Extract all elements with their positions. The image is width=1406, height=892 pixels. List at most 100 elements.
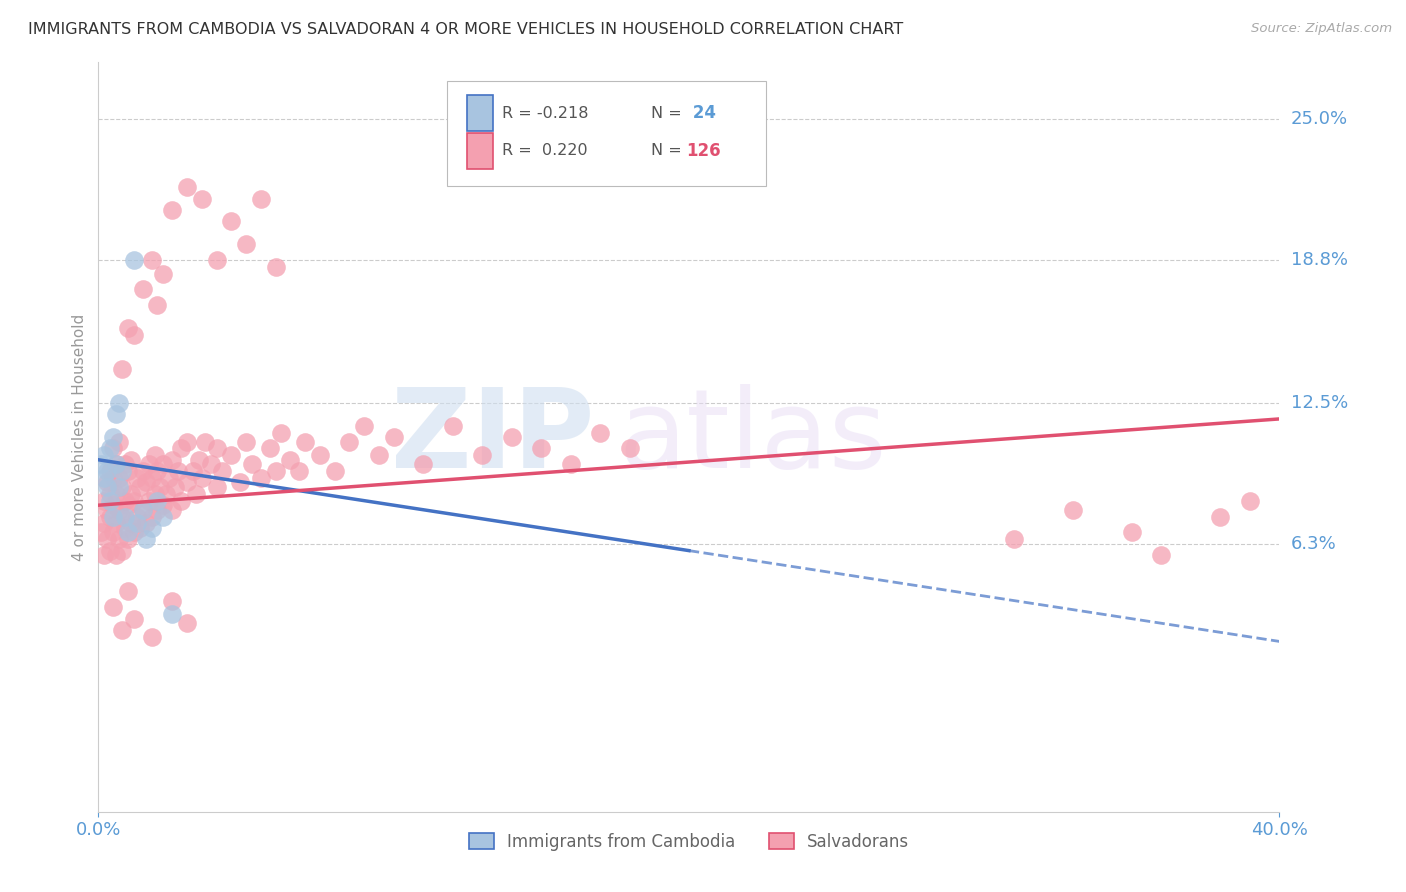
Point xyxy=(117,498,139,512)
Point xyxy=(132,464,155,478)
Point xyxy=(441,418,464,433)
Text: 25.0%: 25.0% xyxy=(1291,111,1348,128)
Point xyxy=(264,464,287,478)
Point xyxy=(288,464,311,478)
Point xyxy=(125,471,148,485)
Text: IMMIGRANTS FROM CAMBODIA VS SALVADORAN 4 OR MORE VEHICLES IN HOUSEHOLD CORRELATI: IMMIGRANTS FROM CAMBODIA VS SALVADORAN 4… xyxy=(28,22,904,37)
Point xyxy=(114,521,136,535)
Point xyxy=(184,487,207,501)
Point xyxy=(152,458,174,472)
Point xyxy=(200,458,222,472)
Point xyxy=(619,442,641,456)
Point xyxy=(105,458,128,472)
Point xyxy=(1150,548,1173,562)
Point xyxy=(132,502,155,516)
Point xyxy=(135,516,157,531)
Point xyxy=(353,418,375,433)
Point xyxy=(152,498,174,512)
Point xyxy=(96,475,118,490)
Point xyxy=(111,464,134,478)
Point xyxy=(368,448,391,462)
Point xyxy=(187,452,209,467)
Point xyxy=(122,525,145,540)
Point xyxy=(146,502,169,516)
Point xyxy=(105,408,128,422)
Point xyxy=(205,480,228,494)
Point xyxy=(589,425,612,440)
Point xyxy=(117,464,139,478)
Point xyxy=(132,283,155,297)
Point xyxy=(96,464,118,478)
Point xyxy=(471,448,494,462)
Point xyxy=(103,600,125,615)
Text: 24: 24 xyxy=(686,104,716,122)
Point xyxy=(323,464,346,478)
Point xyxy=(162,593,183,607)
Point xyxy=(141,471,163,485)
Point xyxy=(501,430,523,444)
Point xyxy=(103,442,125,456)
Point xyxy=(382,430,405,444)
Point xyxy=(176,616,198,631)
Point xyxy=(250,192,273,206)
Point xyxy=(111,623,134,637)
Point xyxy=(194,434,217,449)
Point xyxy=(141,252,163,267)
Point xyxy=(117,584,139,599)
Point xyxy=(98,543,121,558)
Point xyxy=(181,464,204,478)
Point xyxy=(530,442,553,456)
Point xyxy=(98,487,121,501)
Point xyxy=(162,452,183,467)
Text: R =  0.220: R = 0.220 xyxy=(502,144,588,159)
Point xyxy=(1121,525,1143,540)
Text: 6.3%: 6.3% xyxy=(1291,535,1336,553)
Point xyxy=(146,298,169,312)
Point xyxy=(221,448,243,462)
Point xyxy=(114,493,136,508)
Point xyxy=(96,480,118,494)
Point xyxy=(111,543,134,558)
Text: 126: 126 xyxy=(686,142,721,160)
Y-axis label: 4 or more Vehicles in Household: 4 or more Vehicles in Household xyxy=(72,313,87,561)
Point xyxy=(98,493,121,508)
Point xyxy=(259,442,281,456)
Point xyxy=(120,487,142,501)
Point xyxy=(96,533,118,547)
Point xyxy=(191,471,214,485)
Point xyxy=(152,267,174,281)
Point xyxy=(165,480,187,494)
Point xyxy=(111,480,134,494)
Point xyxy=(1062,502,1084,516)
Point xyxy=(111,509,134,524)
Bar xyxy=(467,95,494,131)
Point xyxy=(105,487,128,501)
Point xyxy=(108,533,131,547)
Point xyxy=(155,487,177,501)
Point xyxy=(152,509,174,524)
Point xyxy=(125,509,148,524)
Point xyxy=(108,502,131,516)
Point xyxy=(105,458,128,472)
Point xyxy=(93,448,115,462)
Point xyxy=(339,434,361,449)
Point xyxy=(240,458,263,472)
Point xyxy=(122,612,145,626)
Point xyxy=(280,452,302,467)
Point xyxy=(93,471,115,485)
Point xyxy=(162,502,183,516)
Point xyxy=(125,516,148,531)
Text: 12.5%: 12.5% xyxy=(1291,394,1348,412)
Point xyxy=(176,434,198,449)
Point xyxy=(138,458,160,472)
Point xyxy=(132,502,155,516)
Point xyxy=(235,237,257,252)
Point xyxy=(108,480,131,494)
Point xyxy=(122,252,145,267)
Point xyxy=(170,493,193,508)
Point xyxy=(93,516,115,531)
Point xyxy=(162,202,183,217)
Point xyxy=(105,548,128,562)
Point xyxy=(560,458,582,472)
Point xyxy=(1239,493,1261,508)
